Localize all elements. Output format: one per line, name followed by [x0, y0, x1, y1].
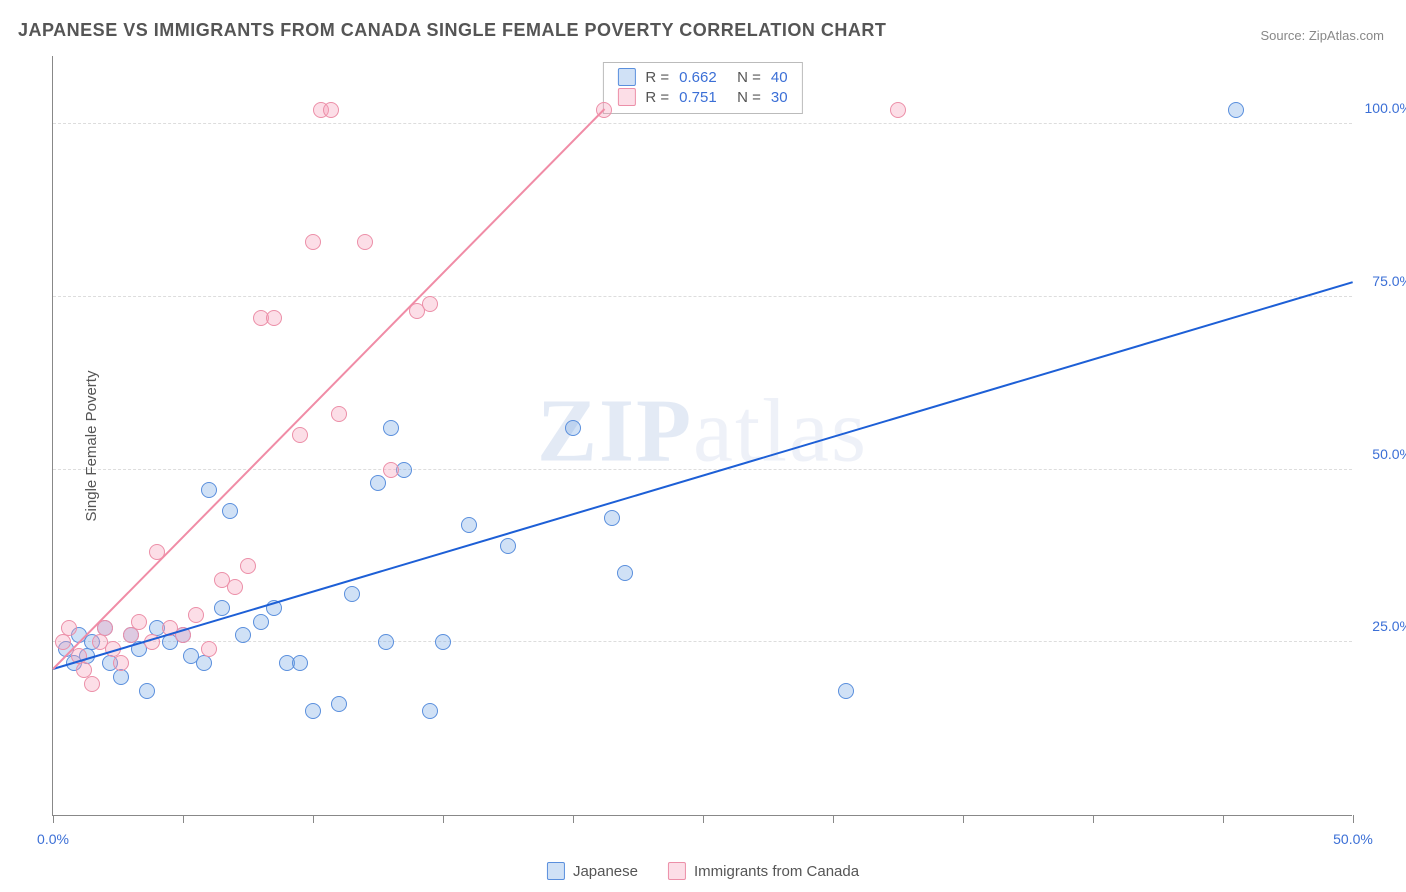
scatter-point [565, 420, 581, 436]
legend-r-value: 0.751 [679, 89, 727, 106]
scatter-point [201, 482, 217, 498]
gridline [53, 296, 1352, 297]
scatter-point [422, 703, 438, 719]
scatter-point [292, 427, 308, 443]
scatter-point [890, 102, 906, 118]
x-tick [573, 815, 574, 823]
chart-title: JAPANESE VS IMMIGRANTS FROM CANADA SINGL… [18, 20, 886, 41]
x-tick-label: 50.0% [1333, 831, 1373, 847]
scatter-point [266, 310, 282, 326]
scatter-point [196, 655, 212, 671]
scatter-point [305, 234, 321, 250]
y-tick-label: 50.0% [1372, 446, 1406, 462]
x-tick-label: 0.0% [37, 831, 69, 847]
legend-swatch [668, 862, 686, 880]
scatter-point [84, 676, 100, 692]
x-tick [703, 815, 704, 823]
scatter-point [227, 579, 243, 595]
scatter-point [253, 614, 269, 630]
scatter-point [331, 406, 347, 422]
scatter-point [500, 538, 516, 554]
legend-swatch [547, 862, 565, 880]
scatter-point [113, 655, 129, 671]
y-tick-label: 100.0% [1365, 100, 1406, 116]
source-attribution: Source: ZipAtlas.com [1260, 28, 1384, 43]
scatter-point [1228, 102, 1244, 118]
watermark-atlas: atlas [693, 381, 868, 480]
legend-n-value: 40 [771, 69, 788, 86]
scatter-point [305, 703, 321, 719]
legend-r-label: R = [645, 89, 669, 106]
scatter-point [383, 420, 399, 436]
legend-n-label: N = [737, 89, 761, 106]
scatter-point [214, 600, 230, 616]
scatter-point [323, 102, 339, 118]
scatter-point [131, 614, 147, 630]
legend-swatch [617, 88, 635, 106]
x-tick [53, 815, 54, 823]
scatter-point [113, 669, 129, 685]
plot-area: ZIPatlas R =0.662N =40R =0.751N =30 25.0… [52, 56, 1352, 816]
correlation-legend: R = 0.662 N = 40 R = 0.751 N = 30 [602, 62, 802, 114]
x-tick [1093, 815, 1094, 823]
legend-item: Japanese [547, 862, 638, 880]
scatter-point [139, 683, 155, 699]
scatter-point [838, 683, 854, 699]
scatter-point [331, 696, 347, 712]
legend-row: R = 0.662 N = 40 [617, 67, 787, 87]
legend-label: Immigrants from Canada [694, 863, 859, 880]
scatter-point [235, 627, 251, 643]
legend-n-value: 30 [771, 89, 788, 106]
scatter-point [370, 475, 386, 491]
legend-r-value: 0.662 [679, 69, 727, 86]
trend-line [53, 281, 1354, 670]
scatter-point [357, 234, 373, 250]
scatter-point [378, 634, 394, 650]
scatter-point [123, 627, 139, 643]
watermark-zip: ZIP [537, 381, 693, 480]
gridline [53, 123, 1352, 124]
scatter-point [435, 634, 451, 650]
scatter-point [55, 634, 71, 650]
x-tick [313, 815, 314, 823]
watermark: ZIPatlas [537, 379, 868, 482]
y-tick-label: 25.0% [1372, 618, 1406, 634]
scatter-point [188, 607, 204, 623]
legend-n-label: N = [737, 69, 761, 86]
y-tick-label: 75.0% [1372, 273, 1406, 289]
legend-r-label: R = [645, 69, 669, 86]
scatter-point [222, 503, 238, 519]
x-tick [183, 815, 184, 823]
series-legend: Japanese Immigrants from Canada [547, 862, 859, 880]
legend-swatch [617, 68, 635, 86]
legend-item: Immigrants from Canada [668, 862, 859, 880]
x-tick [1353, 815, 1354, 823]
scatter-point [240, 558, 256, 574]
scatter-point [604, 510, 620, 526]
scatter-point [422, 296, 438, 312]
scatter-point [617, 565, 633, 581]
x-tick [963, 815, 964, 823]
scatter-point [61, 620, 77, 636]
x-tick [443, 815, 444, 823]
scatter-point [383, 462, 399, 478]
x-tick [1223, 815, 1224, 823]
legend-label: Japanese [573, 863, 638, 880]
scatter-point [292, 655, 308, 671]
scatter-point [461, 517, 477, 533]
scatter-point [201, 641, 217, 657]
chart-container: JAPANESE VS IMMIGRANTS FROM CANADA SINGL… [0, 0, 1406, 892]
scatter-point [344, 586, 360, 602]
x-tick [833, 815, 834, 823]
legend-row: R = 0.751 N = 30 [617, 87, 787, 107]
